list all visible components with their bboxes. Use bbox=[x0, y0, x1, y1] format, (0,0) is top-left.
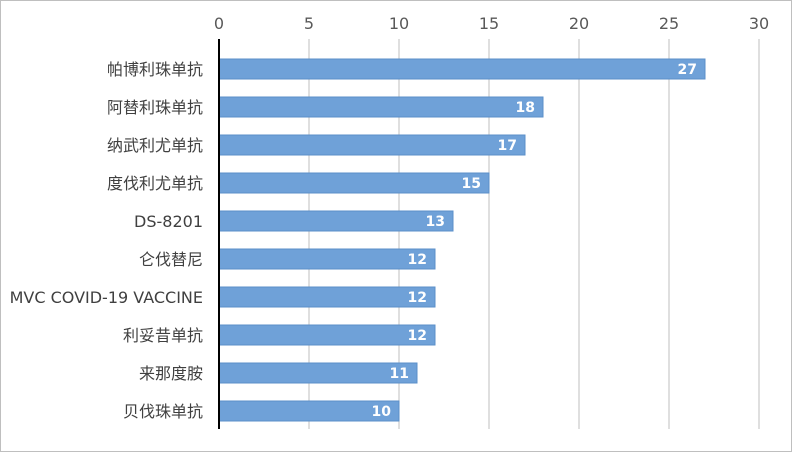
category-label: 纳武利尤单抗 bbox=[107, 136, 203, 155]
data-label: 12 bbox=[408, 290, 427, 306]
data-label: 27 bbox=[678, 62, 697, 78]
x-tick-label: 15 bbox=[479, 14, 499, 33]
category-label: 帕博利珠单抗 bbox=[107, 60, 203, 79]
data-label: 15 bbox=[462, 176, 481, 192]
x-tick-label: 5 bbox=[304, 14, 314, 33]
category-label: 贝伐珠单抗 bbox=[123, 402, 203, 421]
category-label: 度伐利尤单抗 bbox=[107, 174, 203, 193]
data-label: 18 bbox=[516, 100, 535, 116]
bar bbox=[218, 210, 454, 232]
x-tick-label: 25 bbox=[659, 14, 679, 33]
data-label: 17 bbox=[498, 138, 517, 154]
bar bbox=[218, 362, 418, 384]
bar bbox=[218, 324, 436, 346]
bar bbox=[218, 286, 436, 308]
x-tick-label: 10 bbox=[389, 14, 409, 33]
bars bbox=[218, 58, 706, 422]
bar bbox=[218, 96, 544, 118]
category-label: 仑伐替尼 bbox=[139, 250, 203, 269]
bar bbox=[218, 172, 490, 194]
x-axis-ticks: 0 5 10 15 20 25 30 bbox=[214, 14, 769, 33]
category-label: MVC COVID-19 VACCINE bbox=[10, 288, 203, 307]
data-label: 10 bbox=[372, 404, 392, 420]
bar bbox=[218, 248, 436, 270]
data-label: 12 bbox=[408, 328, 427, 344]
data-labels: 27 18 17 15 13 12 12 12 11 10 bbox=[372, 62, 697, 420]
category-label: 阿替利珠单抗 bbox=[107, 98, 203, 117]
x-tick-label: 0 bbox=[214, 14, 224, 33]
x-tick-label: 30 bbox=[749, 14, 769, 33]
data-label: 13 bbox=[426, 214, 445, 230]
category-label: 来那度胺 bbox=[139, 364, 203, 383]
bar bbox=[218, 58, 706, 80]
category-label: 利妥昔单抗 bbox=[123, 326, 203, 345]
data-label: 11 bbox=[390, 366, 409, 382]
category-label: DS-8201 bbox=[134, 212, 203, 231]
x-tick-label: 20 bbox=[569, 14, 589, 33]
bar bbox=[218, 134, 526, 156]
data-label: 12 bbox=[408, 252, 427, 268]
